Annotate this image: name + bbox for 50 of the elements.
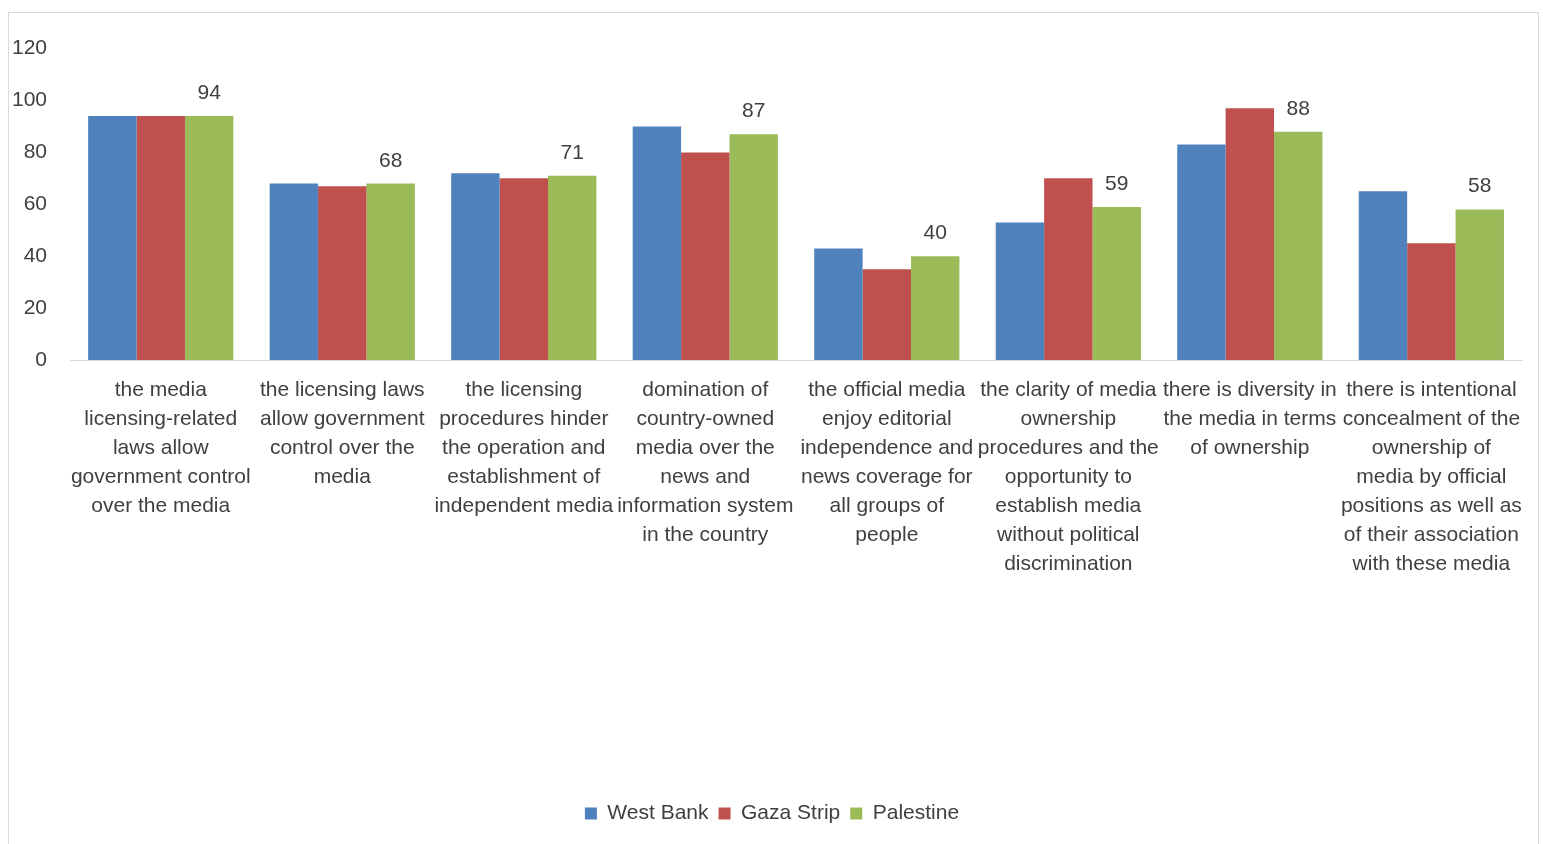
bar <box>451 173 500 360</box>
y-tick-label: 120 <box>11 35 47 59</box>
bar <box>1455 209 1504 360</box>
data-label: 68 <box>378 147 403 171</box>
bar <box>499 178 548 360</box>
y-tick-label: 40 <box>23 243 47 266</box>
bar <box>1177 144 1226 360</box>
bar <box>269 183 319 360</box>
legend-label: West Bank <box>607 800 710 824</box>
bar <box>729 134 778 360</box>
data-label: 58 <box>1468 173 1492 197</box>
bar <box>318 186 367 360</box>
y-tick-label: 0 <box>35 346 47 370</box>
bar <box>1358 191 1408 360</box>
data-label: 94 <box>197 80 222 104</box>
bar <box>1044 178 1093 360</box>
bar <box>88 116 137 360</box>
bar <box>366 183 415 360</box>
bar <box>1092 206 1141 360</box>
bar <box>632 126 682 360</box>
bar <box>1407 243 1456 360</box>
bar <box>814 248 863 360</box>
data-label: 71 <box>560 139 584 163</box>
bar <box>136 116 185 360</box>
bar <box>911 256 960 360</box>
x-tick-label: the licensing procedures hinder the operation and establishment of independent media <box>434 377 614 517</box>
data-label: 88 <box>1286 95 1310 119</box>
y-tick-label: 100 <box>11 87 47 111</box>
legend-label: Palestine <box>872 800 960 824</box>
y-tick-label: 60 <box>23 191 47 215</box>
bar <box>184 116 234 360</box>
x-tick-label: the media licensing-related laws allow government control over the media <box>70 377 251 517</box>
data-label: 40 <box>923 220 947 244</box>
y-tick-label: 20 <box>23 294 47 318</box>
data-label: 59 <box>1105 170 1129 194</box>
bar <box>547 175 597 360</box>
bar <box>1225 108 1275 360</box>
legend-label: Gaza Strip <box>741 800 841 824</box>
y-tick-label: 80 <box>23 139 47 163</box>
x-tick-label: there is intentional concealment of the ownership of media by official positions as well as of their association with these media <box>1340 377 1522 575</box>
x-tick-label: the clarity of media ownership procedures and the opportunity to establish media without political discrimination <box>977 377 1159 575</box>
x-tick-label: there is diversity in the media in terms of ownership <box>1162 377 1337 459</box>
bar <box>1274 131 1323 360</box>
x-tick-label: the official media enjoy editorial independence and news coverage for all groups of people <box>800 377 974 546</box>
bar <box>862 269 912 360</box>
x-tick-label: the licensing laws allow government control over the media <box>259 377 425 488</box>
bar <box>681 152 730 360</box>
x-tick-label: domination of country-owned media over the news and information system in the country <box>617 377 794 546</box>
data-label: 87 <box>742 98 766 122</box>
bar <box>995 222 1045 360</box>
